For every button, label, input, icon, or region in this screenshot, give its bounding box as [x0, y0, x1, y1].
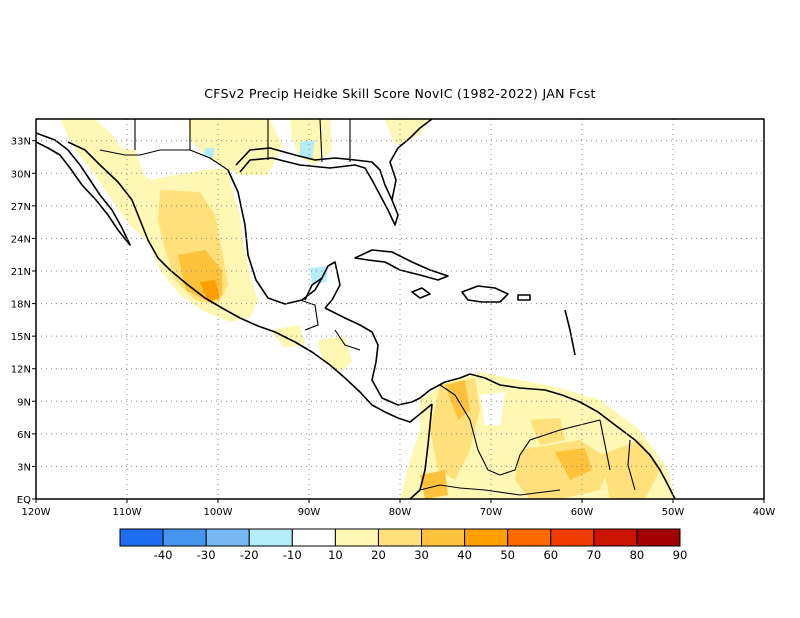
colorbar-label: 70 [587, 548, 602, 562]
colorbar-label: 60 [543, 548, 558, 562]
colorbar-label: 80 [630, 548, 645, 562]
colorbar-swatch [550, 528, 595, 547]
lon-tick-label: 60W [571, 507, 594, 518]
colorbar-swatch [248, 528, 293, 547]
colorbar-label: 10 [328, 548, 343, 562]
latitude-axis: EQ 3N 6N 9N 12N 15N 18N 21N 24N 27N 30N 33N [11, 137, 36, 506]
colorbar-swatch [162, 528, 207, 547]
lat-tick-label: 6N [17, 430, 31, 441]
colorbar-label: 30 [414, 548, 429, 562]
lat-tick-label: 12N [11, 365, 31, 376]
skill-shading [60, 119, 675, 499]
colorbar-label: 50 [500, 548, 515, 562]
lat-tick-label: 9N [17, 397, 31, 408]
lat-tick-label: 3N [17, 462, 31, 473]
colorbar-label: -30 [197, 548, 216, 562]
colorbar-swatch [119, 528, 164, 547]
lat-tick-label: 18N [11, 300, 31, 311]
lon-tick-label: 120W [22, 507, 51, 518]
colorbar-label: 20 [371, 548, 386, 562]
colorbar-swatch [593, 528, 638, 547]
lon-tick-label: 110W [113, 507, 142, 518]
lat-tick-label: 21N [11, 267, 31, 278]
lat-tick-label: 33N [11, 137, 31, 148]
coastlines [36, 119, 676, 499]
colorbar-swatch [291, 528, 336, 547]
lat-tick-label: 24N [11, 234, 31, 245]
colorbar-swatch [421, 528, 466, 547]
lon-tick-label: 40W [753, 507, 776, 518]
colorbar-label: -20 [240, 548, 259, 562]
lat-tick-label: EQ [17, 495, 31, 506]
colorbar: -40 -30 -20 -10 10 20 30 40 50 60 70 80 90 [119, 528, 688, 562]
lon-tick-label: 100W [204, 507, 233, 518]
colorbar-label: 90 [673, 548, 688, 562]
lon-tick-label: 80W [389, 507, 412, 518]
colorbar-label: -40 [154, 548, 173, 562]
colorbar-swatch [377, 528, 423, 547]
colorbar-swatch [205, 528, 250, 547]
colorbar-label: -10 [283, 548, 302, 562]
lon-tick-label: 70W [480, 507, 503, 518]
longitude-axis: 120W 110W 100W 90W 80W 70W 60W 50W 40W [22, 499, 776, 518]
political-borders [99, 119, 636, 496]
map-title: CFSv2 Precip Heidke Skill Score NovIC (1… [204, 86, 596, 101]
colorbar-swatch [464, 528, 509, 547]
lat-tick-label: 30N [11, 169, 31, 180]
colorbar-swatch [334, 528, 379, 547]
lat-tick-label: 27N [11, 202, 31, 213]
grid-lines [36, 119, 764, 499]
lon-tick-label: 90W [298, 507, 321, 518]
lon-tick-label: 50W [662, 507, 685, 518]
colorbar-swatch [636, 528, 681, 547]
lat-tick-label: 15N [11, 332, 31, 343]
colorbar-label: 40 [457, 548, 472, 562]
colorbar-swatch [507, 528, 552, 547]
